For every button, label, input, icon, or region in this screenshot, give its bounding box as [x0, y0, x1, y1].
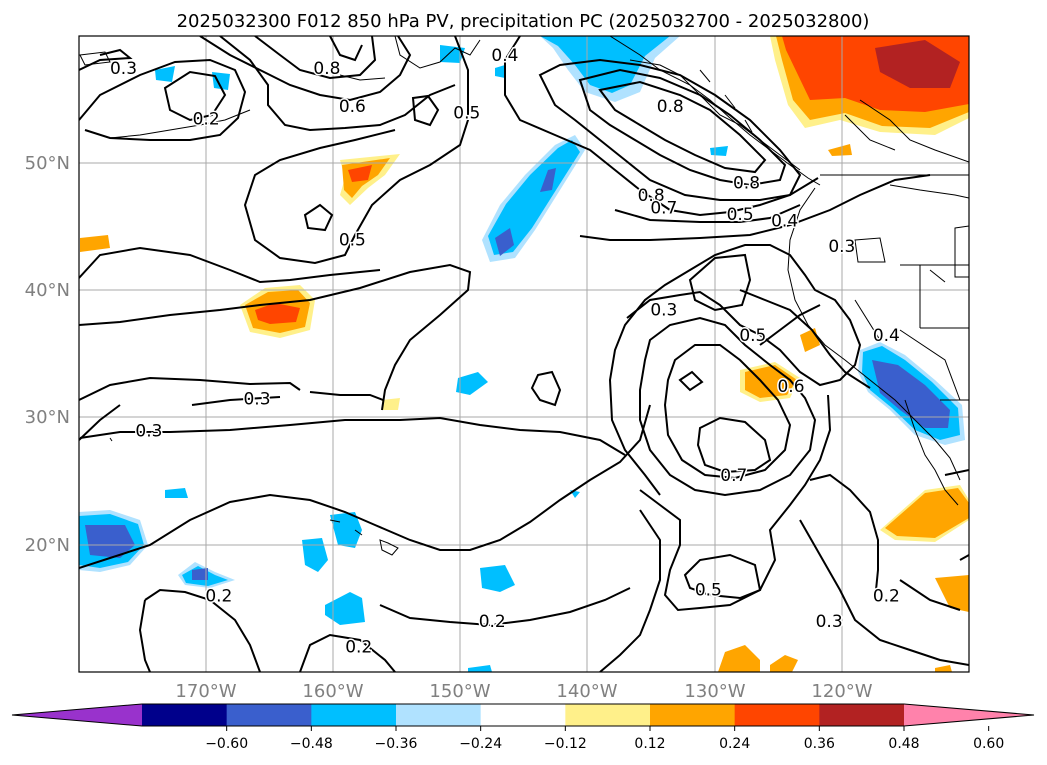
contour-label: 0.2	[873, 587, 900, 607]
colorbar-segment	[819, 704, 905, 726]
map-area: 0.3 0.80.40.20.6 0.5 0.80.80.70.80.5 0.40.30…	[78, 35, 970, 673]
lat-axis: 50°N 40°N 30°N 20°N	[25, 153, 70, 556]
colorbar: −0.60 −0.48 −0.36 −0.24 −0.12 0.12 0.24 0.36 0.4…	[11, 703, 1035, 752]
contour-label-layer: 0.3 0.80.40.20.6 0.5 0.80.80.70.80.5 0.40.30…	[108, 45, 901, 659]
contour-label: 0.3	[135, 421, 162, 441]
lon-axis: 170°W 160°W 150°W 140°W 130°W 120°W	[175, 681, 872, 702]
contour-label: 0.2	[205, 587, 232, 607]
contour-label: 0.5	[695, 580, 722, 600]
colorbar-segment	[226, 704, 312, 726]
lat-tick-label: 20°N	[25, 535, 70, 556]
contour-label: 0.7	[720, 466, 747, 486]
lon-tick-label: 160°W	[302, 681, 363, 702]
contour-label: 0.8	[313, 59, 340, 79]
contour-label: 0.4	[491, 46, 518, 66]
contour-label: 0.8	[733, 173, 760, 193]
lon-tick-label: 140°W	[556, 681, 617, 702]
lat-tick-label: 50°N	[25, 153, 70, 174]
colorbar-segment	[734, 704, 820, 726]
colorbar-tick-label: 0.48	[888, 736, 919, 752]
colorbar-tick-label: −0.48	[290, 736, 333, 752]
contour-label: 0.2	[193, 110, 220, 130]
contour-label: 0.4	[873, 326, 900, 346]
colorbar-segment	[396, 704, 482, 726]
contour-label: 0.3	[110, 59, 137, 79]
colorbar-outline	[11, 703, 1035, 727]
colorbar-tick-label: 0.60	[973, 736, 1004, 752]
lon-tick-label: 170°W	[175, 681, 236, 702]
colorbar-segment	[565, 704, 651, 726]
contour-label: 0.7	[650, 199, 677, 219]
colorbar-segment	[650, 704, 736, 726]
contour-label: 0.6	[777, 377, 804, 397]
coastlines	[79, 36, 969, 556]
map-frame	[78, 35, 970, 673]
contour-label: 0.3	[650, 300, 677, 320]
contour-label: 0.8	[657, 97, 684, 117]
precip-fill-layer	[79, 36, 969, 672]
contour-label: 0.5	[739, 326, 766, 346]
colorbar-tick-label: 0.36	[804, 736, 835, 752]
lon-tick-label: 150°W	[429, 681, 490, 702]
colorbar-tick-label: 0.24	[719, 736, 750, 752]
colorbar-segment	[480, 704, 566, 726]
colorbar-extend-high	[904, 704, 1034, 726]
pv-contours	[79, 36, 969, 672]
contour-label: 0.6	[339, 97, 366, 117]
colorbar-tick-label: 0.12	[634, 736, 665, 752]
graticule	[79, 36, 969, 672]
contour-label: 0.3	[828, 237, 855, 257]
colorbar-tick-label: −0.24	[459, 736, 502, 752]
lat-tick-label: 40°N	[25, 280, 70, 301]
colorbar-tick-label: −0.12	[544, 736, 587, 752]
chart-title: 2025032300 F012 850 hPa PV, precipitatio…	[177, 11, 870, 32]
contour-label: 0.5	[339, 231, 366, 251]
contour-label: 0.5	[727, 205, 754, 225]
contour-label: 0.3	[816, 612, 843, 632]
contour-label: 0.2	[345, 638, 372, 658]
lon-tick-label: 130°W	[684, 681, 745, 702]
colorbar-extend-low	[12, 704, 142, 726]
contour-label: 0.8	[638, 186, 665, 206]
colorbar-tick-label: −0.36	[375, 736, 418, 752]
colorbar-segment	[311, 704, 397, 726]
contour-label: 0.4	[771, 211, 798, 231]
contour-label: 0.3	[243, 390, 270, 410]
lon-tick-label: 120°W	[811, 681, 872, 702]
lat-tick-label: 30°N	[25, 407, 70, 428]
contour-label: 0.2	[479, 612, 506, 632]
colorbar-tick-label: −0.60	[205, 736, 248, 752]
colorbar-segment	[142, 704, 228, 726]
contour-label: 0.5	[453, 103, 480, 123]
